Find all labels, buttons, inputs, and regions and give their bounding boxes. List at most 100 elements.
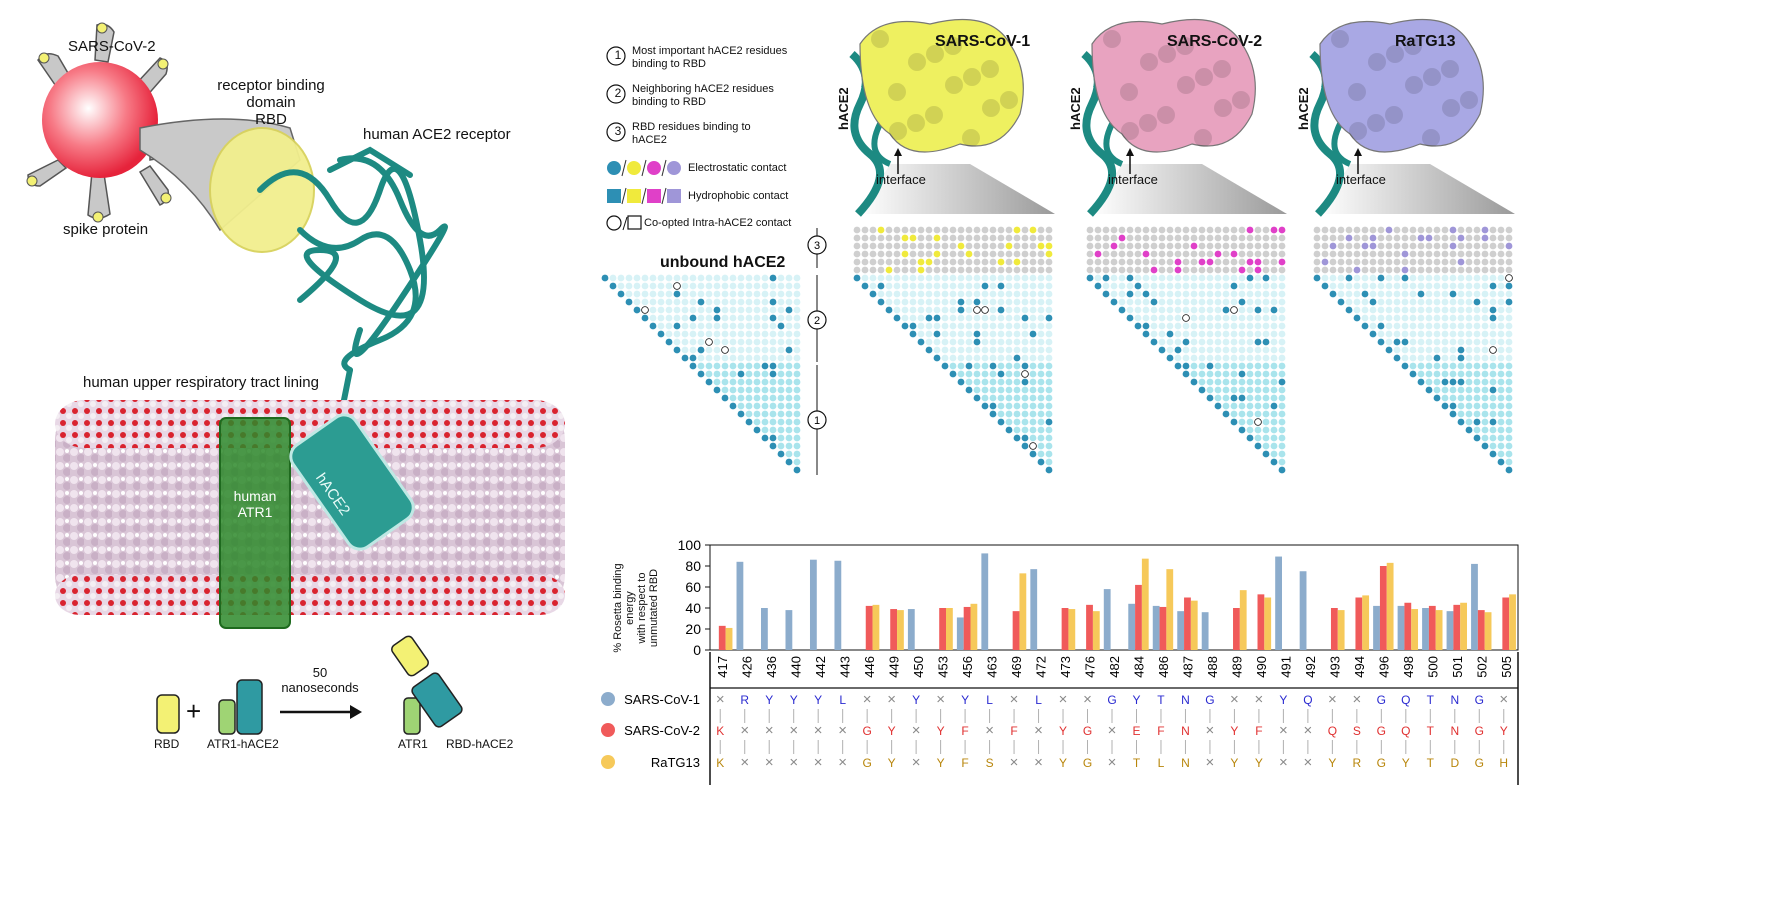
hace2-contact-dot bbox=[885, 290, 893, 298]
hace2-contact-dot bbox=[1214, 370, 1222, 378]
rbd-contact-dot bbox=[1150, 242, 1158, 250]
rbd-contact-dot bbox=[1449, 250, 1457, 258]
legend-coopted: Co-opted Intra-hACE2 contact bbox=[644, 217, 792, 229]
hace2-contact-dot bbox=[1497, 282, 1505, 290]
hace2-contact-dot bbox=[681, 314, 689, 322]
hace2-contact-dot bbox=[777, 274, 785, 282]
structure-title: SARS-CoV-2 bbox=[1167, 33, 1263, 50]
rbd-contact-dot bbox=[1497, 242, 1505, 250]
hace2-contact-dot bbox=[1425, 362, 1433, 370]
rbd-contact-dot bbox=[933, 258, 941, 266]
hace2-contact-dot bbox=[753, 354, 761, 362]
hace2-contact-dot bbox=[1029, 418, 1037, 426]
hace2-contact-dot bbox=[1481, 394, 1489, 402]
rbd-contact-dot bbox=[1278, 242, 1286, 250]
hace2-contact-dot bbox=[713, 370, 721, 378]
hace2-contact-dot bbox=[737, 370, 745, 378]
hace2-contact-dot bbox=[1174, 354, 1182, 362]
hace2-contact-dot bbox=[729, 394, 737, 402]
hace2-contact-dot bbox=[745, 290, 753, 298]
hace2-contact-dot bbox=[1465, 410, 1473, 418]
hace2-contact-dot bbox=[1166, 330, 1174, 338]
rbd-contact-dot bbox=[1150, 250, 1158, 258]
hace2-contact-dot bbox=[1013, 346, 1021, 354]
hace2-contact-dot bbox=[641, 306, 649, 314]
rbd-contact-dot bbox=[1029, 258, 1037, 266]
hace2-contact-dot bbox=[769, 354, 777, 362]
hace2-contact-dot bbox=[1198, 322, 1206, 330]
rbd-contact-dot bbox=[973, 234, 981, 242]
bar-sars-cov-2 bbox=[939, 608, 947, 650]
hace2-contact-dot bbox=[1230, 274, 1238, 282]
rbd-contact-dot bbox=[1013, 234, 1021, 242]
hace2-contact-dot bbox=[1385, 306, 1393, 314]
hace2-contact-dot bbox=[949, 306, 957, 314]
bar-ratg13 bbox=[1264, 597, 1272, 650]
hace2-contact-dot bbox=[1262, 402, 1270, 410]
hace2-contact-dot bbox=[1505, 402, 1513, 410]
hace2-contact-dot bbox=[1246, 354, 1254, 362]
x-tick-label: 463 bbox=[985, 656, 1000, 678]
hace2-contact-dot bbox=[777, 442, 785, 450]
hace2-contact-dot bbox=[1158, 298, 1166, 306]
hace2-contact-dot bbox=[1465, 354, 1473, 362]
hace2-contact-dot bbox=[1505, 450, 1513, 458]
rbd-contact-dot bbox=[949, 258, 957, 266]
hace2-contact-dot bbox=[909, 290, 917, 298]
hace2-contact-dot bbox=[1393, 282, 1401, 290]
hace2-contact-dot bbox=[1457, 354, 1465, 362]
rbd-contact-dot bbox=[1134, 234, 1142, 242]
hace2-contact-dot bbox=[1489, 450, 1497, 458]
hace2-contact-dot bbox=[1166, 274, 1174, 282]
hace2-contact-dot bbox=[1021, 362, 1029, 370]
hace2-contact-dot bbox=[1029, 410, 1037, 418]
hace2-contact-dot bbox=[793, 442, 801, 450]
hace2-contact-dot bbox=[1262, 274, 1270, 282]
electrostatic-swatches bbox=[607, 159, 681, 177]
spike-label: spike protein bbox=[63, 221, 149, 238]
hace2-contact-dot bbox=[1150, 290, 1158, 298]
rbd-contact-dot bbox=[1013, 258, 1021, 266]
rbd-contact-dot bbox=[1206, 266, 1214, 274]
hace2-contact-dot bbox=[1417, 330, 1425, 338]
hace2-contact-dot bbox=[1417, 306, 1425, 314]
hace2-contact-dot bbox=[1417, 274, 1425, 282]
hace2-contact-dot bbox=[729, 378, 737, 386]
hace2-contact-dot bbox=[1278, 354, 1286, 362]
hace2-contact-dot bbox=[957, 274, 965, 282]
hace2-contact-dot bbox=[925, 298, 933, 306]
hace2-contact-dot bbox=[1254, 290, 1262, 298]
residue: × bbox=[1059, 691, 1068, 708]
hace2-contact-dot bbox=[753, 386, 761, 394]
hace2-contact-dot bbox=[877, 298, 885, 306]
hace2-contact-dot bbox=[1465, 330, 1473, 338]
hace2-contact-dot bbox=[1425, 346, 1433, 354]
hace2-contact-dot bbox=[1449, 314, 1457, 322]
hace2-contact-dot bbox=[785, 370, 793, 378]
hace2-contact-dot bbox=[1393, 330, 1401, 338]
hace2-contact-dot bbox=[1246, 306, 1254, 314]
illustration bbox=[26, 22, 565, 735]
legend-num-2: 2 bbox=[614, 86, 622, 100]
residue: G bbox=[1377, 693, 1386, 707]
rbd-contact-dot bbox=[1313, 258, 1321, 266]
hace2-contact-dot bbox=[785, 450, 793, 458]
rbd-contact-dot bbox=[1361, 226, 1369, 234]
hace2-contact-dot bbox=[1433, 330, 1441, 338]
hace2-contact-dot bbox=[1337, 298, 1345, 306]
hace2-contact-dot bbox=[657, 282, 665, 290]
hace2-contact-dot bbox=[1489, 282, 1497, 290]
rbd-contact-dot bbox=[1353, 266, 1361, 274]
hace2-contact-dot bbox=[1206, 298, 1214, 306]
hace2-contact-dot bbox=[997, 402, 1005, 410]
hace2-contact-dot bbox=[1481, 370, 1489, 378]
hace2-contact-dot bbox=[1481, 354, 1489, 362]
hace2-contact-dot bbox=[665, 322, 673, 330]
hace2-contact-dot bbox=[909, 282, 917, 290]
rbd-contact-dot bbox=[1029, 250, 1037, 258]
rbd-contact-dot bbox=[1150, 226, 1158, 234]
hace2-contact-dot bbox=[737, 362, 745, 370]
hace2-contact-dot bbox=[761, 434, 769, 442]
hace2-contact-dot bbox=[893, 282, 901, 290]
hace2-contact-dot bbox=[1473, 330, 1481, 338]
